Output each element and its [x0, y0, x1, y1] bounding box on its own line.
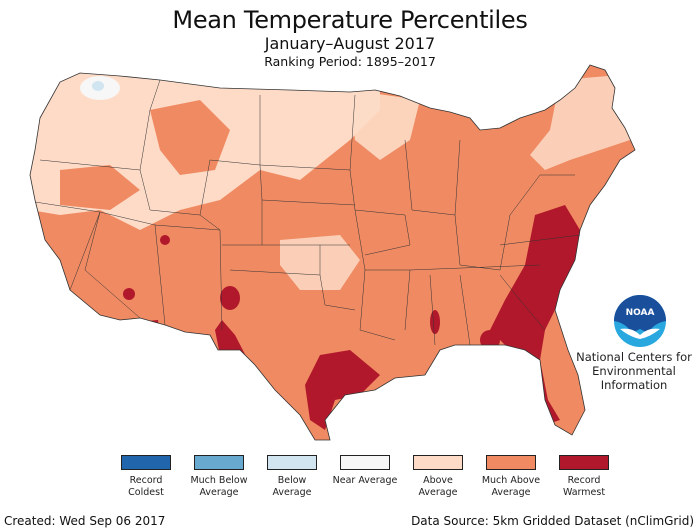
- ncei-line-1: National Centers for: [576, 350, 692, 364]
- record-warmest-georgia-patch: [480, 330, 500, 350]
- legend-swatch: [340, 455, 390, 470]
- us-outline: [29, 64, 636, 441]
- much-above-oregon-patch: [60, 165, 140, 210]
- record-warmest-southeast-region: [490, 205, 580, 425]
- below-average-washington-patch: [92, 81, 104, 91]
- much-above-idaho-montana-patch: [150, 100, 230, 175]
- legend-swatch: [559, 455, 609, 470]
- record-warmest-mississippi-patch: [430, 310, 440, 334]
- record-warmest-new-mexico-patch: [220, 286, 240, 310]
- ncei-name: National Centers for Environmental Infor…: [574, 350, 694, 392]
- legend-label: Above Average: [418, 475, 458, 498]
- created-date: Created: Wed Sep 06 2017: [4, 514, 166, 528]
- legend-label: Below Average: [272, 475, 312, 498]
- legend-item: Much Above Average: [476, 455, 546, 499]
- noaa-logo-icon: NOAA: [614, 295, 666, 347]
- ranking-period: Ranking Period: 1895–2017: [264, 54, 436, 69]
- legend-label: Near Average: [332, 475, 398, 486]
- map-subtitle: January–August 2017: [264, 34, 436, 53]
- legend: Record Coldest Much Below Average Below Av…: [0, 455, 700, 515]
- legend-item: Near Average: [330, 455, 400, 487]
- record-warmest-utah-patch: [160, 235, 170, 245]
- legend-swatch: [194, 455, 244, 470]
- legend-item: Below Average: [257, 455, 327, 499]
- legend-swatch: [121, 455, 171, 470]
- legend-item: Record Warmest: [549, 455, 619, 499]
- legend-swatch: [267, 455, 317, 470]
- above-average-upper-midwest-region: [350, 90, 420, 160]
- record-warmest-texas-gulf-region: [305, 350, 380, 430]
- legend-swatch: [413, 455, 463, 470]
- record-warmest-arizona-patch: [136, 320, 160, 342]
- data-source: Data Source: 5km Gridded Dataset (nClimG…: [411, 514, 694, 528]
- legend-swatch: [486, 455, 536, 470]
- noaa-acronym: NOAA: [626, 308, 655, 318]
- state-borders: [34, 79, 581, 346]
- record-warmest-nevada-patch: [123, 288, 135, 300]
- legend-label: Record Coldest: [128, 475, 164, 498]
- above-average-northeast-region: [530, 75, 630, 170]
- us-temperature-map: [29, 64, 636, 441]
- legend-label: Much Above Average: [481, 475, 541, 498]
- map-title: Mean Temperature Percentiles: [172, 6, 528, 34]
- ncei-line-2: Environmental: [592, 364, 676, 378]
- legend-item: Record Coldest: [111, 455, 181, 499]
- legend-label: Record Warmest: [562, 475, 606, 498]
- ncei-line-3: Information: [600, 378, 668, 392]
- legend-item: Above Average: [403, 455, 473, 499]
- legend-label: Much Below Average: [190, 475, 248, 498]
- legend-item: Much Below Average: [184, 455, 254, 499]
